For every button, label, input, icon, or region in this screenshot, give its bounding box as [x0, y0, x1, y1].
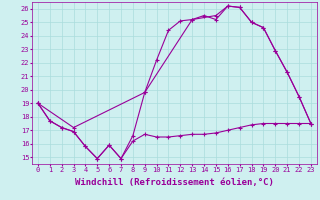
- X-axis label: Windchill (Refroidissement éolien,°C): Windchill (Refroidissement éolien,°C): [75, 178, 274, 187]
